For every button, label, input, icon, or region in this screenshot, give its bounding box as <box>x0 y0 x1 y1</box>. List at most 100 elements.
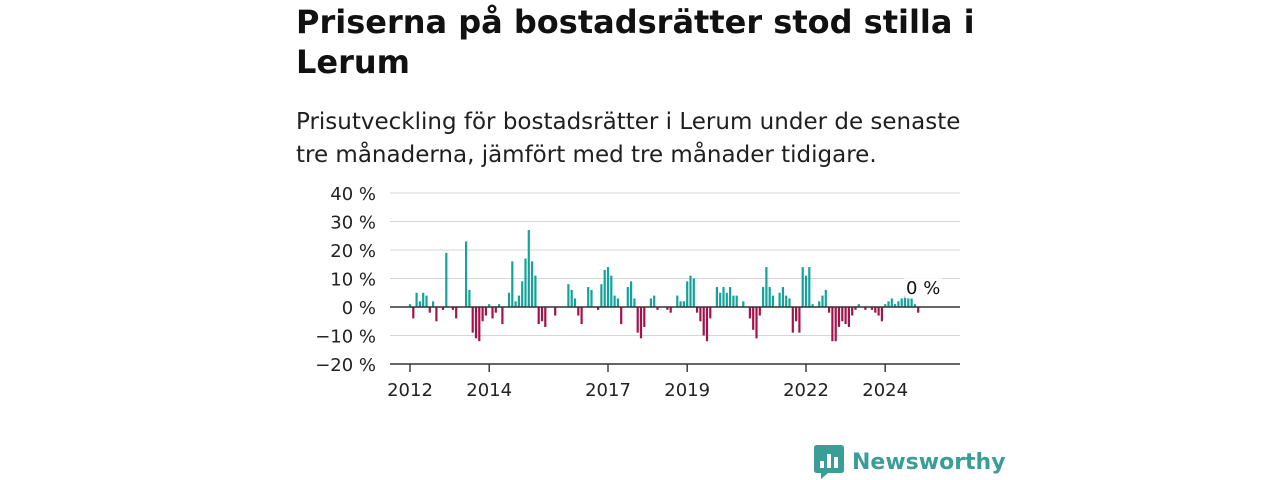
bar <box>554 307 557 316</box>
bar <box>818 301 821 307</box>
bar <box>699 307 702 322</box>
bar <box>484 307 487 316</box>
bar <box>804 275 808 307</box>
bar <box>465 241 468 307</box>
y-tick-label: 30 % <box>330 213 376 234</box>
bar <box>715 287 718 307</box>
y-tick-label: 40 % <box>330 184 376 205</box>
bar <box>884 304 887 307</box>
y-tick-label: −10 % <box>315 327 376 348</box>
bar <box>422 292 425 307</box>
bar <box>755 307 758 339</box>
bar <box>722 287 725 307</box>
bar <box>847 307 850 327</box>
annotation-bg <box>904 274 943 298</box>
bar <box>857 304 860 307</box>
bar <box>481 307 484 322</box>
bar <box>474 307 478 339</box>
x-tick-label: 2019 <box>664 380 710 401</box>
bar <box>894 304 897 307</box>
chart-title: Priserna på bostadsrätter stod stilla i … <box>296 3 975 81</box>
bar <box>808 267 811 307</box>
bar <box>854 307 857 310</box>
x-tick-label: 2022 <box>783 380 829 401</box>
bar <box>488 304 491 307</box>
bar <box>781 287 784 307</box>
bar <box>408 304 412 307</box>
bar <box>748 307 751 319</box>
x-axis-ticks: 2012 2014 2017 2019 2022 2024 <box>387 364 908 401</box>
bar <box>887 301 890 307</box>
bar <box>824 289 827 307</box>
bar <box>600 284 603 307</box>
bar <box>851 307 854 316</box>
bar <box>580 307 583 325</box>
bar <box>603 269 606 307</box>
bar <box>732 295 735 307</box>
bar <box>537 307 540 325</box>
bar <box>441 307 445 310</box>
bar <box>606 267 610 307</box>
bar <box>478 307 481 342</box>
bar <box>917 307 920 313</box>
y-tick-label: 20 % <box>330 241 376 262</box>
bar <box>633 298 636 307</box>
bar <box>573 298 577 307</box>
x-tick-label: 2014 <box>466 380 512 401</box>
bar <box>517 295 520 307</box>
bar <box>491 307 494 319</box>
bars <box>408 230 920 342</box>
bar <box>841 307 844 322</box>
bar <box>828 307 831 313</box>
x-tick-label: 2024 <box>862 380 908 401</box>
bar <box>870 307 874 310</box>
bar <box>455 307 458 319</box>
bar <box>507 292 511 307</box>
bar <box>468 289 471 307</box>
bar <box>577 307 580 316</box>
bar <box>903 295 907 307</box>
grid-lines <box>390 192 960 336</box>
bar <box>418 301 421 307</box>
y-tick-label: 0 % <box>342 298 376 319</box>
bar <box>524 258 527 307</box>
bar <box>540 307 544 322</box>
bar <box>620 307 623 325</box>
bar <box>719 292 722 307</box>
bar <box>544 307 547 327</box>
bar <box>511 261 514 307</box>
bar <box>514 301 517 307</box>
bar <box>610 275 613 307</box>
bar <box>788 298 791 307</box>
bar <box>656 307 659 310</box>
bar-chart: −20 %−10 %0 %10 %20 %30 %40 % 2012 2014 20… <box>315 184 960 401</box>
bar <box>534 275 537 307</box>
bar <box>451 307 454 310</box>
bar <box>874 307 877 313</box>
bar <box>811 304 814 307</box>
bar <box>570 289 573 307</box>
bar <box>890 298 893 307</box>
bar <box>778 292 781 307</box>
bar <box>910 298 913 307</box>
bar <box>630 281 633 307</box>
bar <box>653 295 656 307</box>
bar <box>531 261 534 307</box>
bar <box>567 284 570 307</box>
bar <box>900 298 903 307</box>
bar <box>445 252 448 307</box>
bar <box>501 307 504 325</box>
bar <box>666 307 669 310</box>
bar <box>765 267 768 307</box>
bar <box>498 304 501 307</box>
bar <box>834 307 837 342</box>
brand-logo: Newsworthy <box>814 444 1006 480</box>
bar <box>425 295 428 307</box>
bar <box>702 307 705 336</box>
axes <box>390 306 960 365</box>
y-tick-label: 10 % <box>330 270 376 291</box>
brand-name: Newsworthy <box>852 449 1006 475</box>
bar <box>821 295 824 307</box>
bar <box>844 307 847 325</box>
bar <box>415 292 418 307</box>
